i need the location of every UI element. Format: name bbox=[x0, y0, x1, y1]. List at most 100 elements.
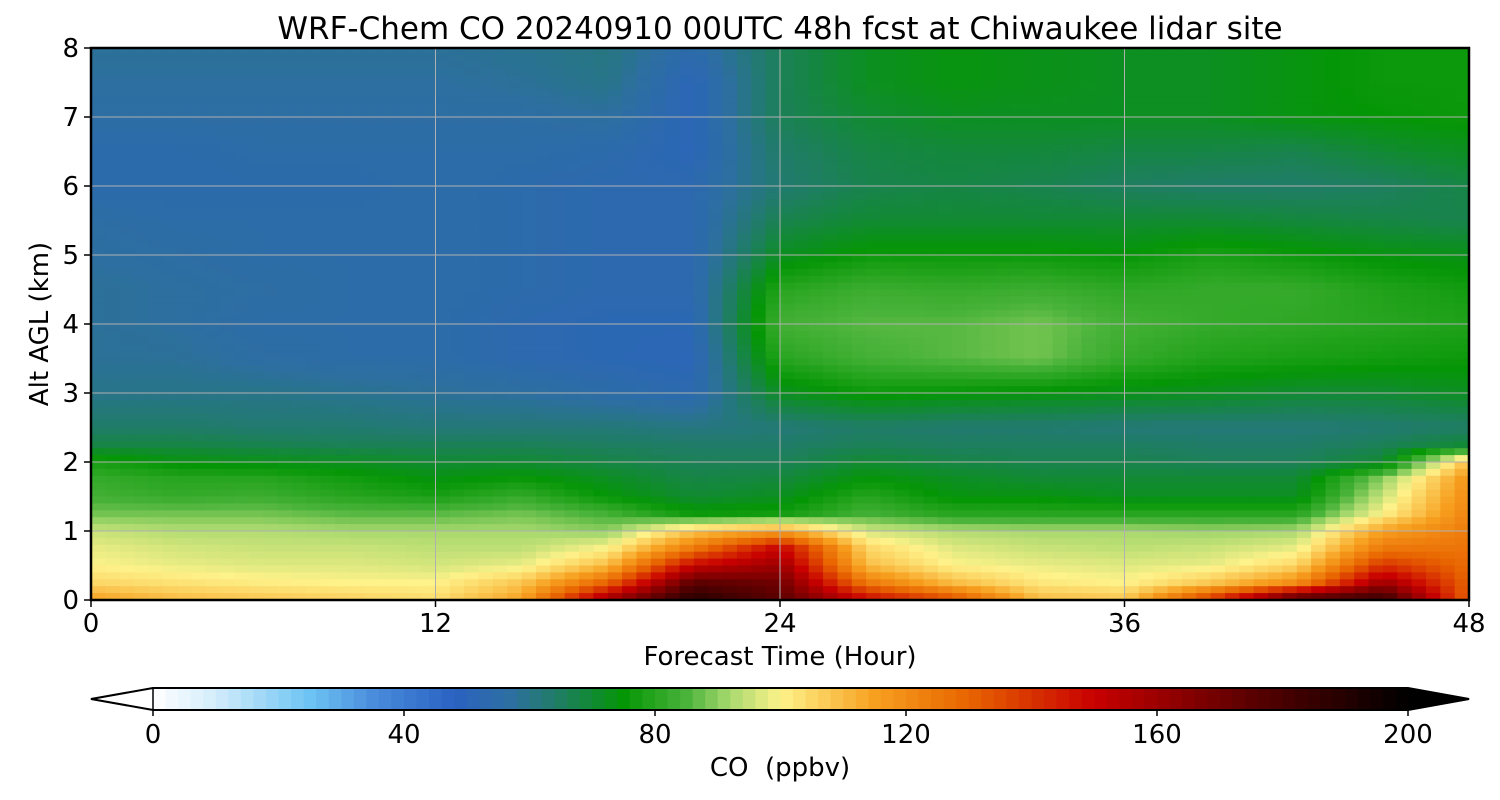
heat-cell bbox=[679, 399, 695, 408]
heat-cell bbox=[1153, 289, 1169, 297]
heat-cell bbox=[291, 151, 307, 159]
heat-cell bbox=[464, 234, 480, 242]
heat-cell bbox=[980, 241, 996, 249]
heat-cell bbox=[679, 199, 695, 208]
heat-cell bbox=[248, 158, 264, 166]
heat-cell bbox=[894, 179, 910, 187]
heat-cell bbox=[622, 337, 638, 346]
heat-cell bbox=[780, 130, 795, 139]
heat-cell bbox=[507, 241, 523, 249]
heat-cell bbox=[823, 268, 839, 277]
heat-cell bbox=[909, 110, 925, 118]
heat-cell bbox=[191, 337, 207, 346]
heat-cell bbox=[1239, 275, 1255, 284]
heat-cell bbox=[1239, 303, 1255, 311]
heat-cell bbox=[1224, 330, 1240, 339]
heat-cell bbox=[550, 399, 566, 408]
heat-cell bbox=[952, 158, 968, 166]
heat-cell bbox=[708, 386, 724, 394]
heat-cell bbox=[622, 317, 638, 325]
heat-cell bbox=[1425, 261, 1441, 270]
heat-cell bbox=[1095, 351, 1111, 360]
heat-cell bbox=[177, 89, 193, 97]
heat-cell bbox=[1124, 89, 1140, 97]
heat-cell bbox=[1052, 289, 1068, 297]
heat-cell bbox=[119, 275, 135, 284]
heat-cell bbox=[665, 151, 681, 159]
heat-cell bbox=[91, 158, 106, 166]
heat-cell bbox=[1095, 282, 1111, 291]
heat-cell bbox=[851, 365, 867, 373]
heat-cell bbox=[277, 386, 293, 394]
heat-cell bbox=[894, 110, 910, 118]
heat-cell bbox=[105, 220, 121, 228]
heat-cell bbox=[277, 351, 293, 360]
heat-cell bbox=[1311, 68, 1327, 77]
heat-cell bbox=[1067, 296, 1083, 304]
heat-cell bbox=[1382, 199, 1398, 208]
heat-cell bbox=[119, 96, 135, 104]
heat-cell bbox=[650, 199, 666, 208]
heat-cell bbox=[148, 75, 164, 84]
heat-cell bbox=[1440, 130, 1456, 139]
heat-cell bbox=[1009, 117, 1025, 125]
heat-cell bbox=[823, 227, 839, 235]
heat-cell bbox=[1454, 165, 1469, 173]
heat-cell bbox=[119, 68, 135, 77]
heat-cell bbox=[119, 130, 135, 139]
heat-cell bbox=[291, 158, 307, 166]
heat-cell bbox=[1268, 48, 1283, 56]
heat-cell bbox=[1095, 227, 1111, 235]
heat-cell bbox=[435, 96, 451, 104]
heat-cell bbox=[794, 289, 810, 297]
heat-cell bbox=[1124, 255, 1140, 263]
heat-cell bbox=[492, 317, 508, 325]
heat-cell bbox=[1397, 75, 1413, 84]
heat-cell bbox=[492, 89, 508, 97]
heat-cell bbox=[392, 372, 408, 380]
heat-cell bbox=[1382, 68, 1398, 77]
heat-cell bbox=[1124, 123, 1140, 132]
heat-cell bbox=[1311, 137, 1327, 146]
heat-cell bbox=[134, 130, 150, 139]
heat-cell bbox=[909, 179, 925, 187]
heat-cell bbox=[1110, 234, 1126, 242]
heat-cell bbox=[1038, 372, 1054, 380]
heat-cell bbox=[1239, 344, 1255, 353]
heat-cell bbox=[91, 289, 106, 297]
heat-cell bbox=[1311, 61, 1327, 70]
heat-cell bbox=[736, 48, 752, 56]
heat-cell bbox=[291, 351, 307, 360]
heat-cell bbox=[736, 137, 752, 146]
heat-cell bbox=[1411, 268, 1427, 277]
heat-cell bbox=[277, 54, 293, 63]
heat-cell bbox=[435, 213, 451, 222]
heat-cell bbox=[1138, 68, 1154, 77]
heat-cell bbox=[952, 386, 968, 394]
heat-cell bbox=[406, 386, 422, 394]
heat-cell bbox=[1339, 324, 1355, 332]
heat-cell bbox=[406, 296, 422, 304]
heat-cell bbox=[1282, 358, 1298, 366]
heat-cell bbox=[263, 220, 279, 228]
heat-cell bbox=[607, 61, 623, 70]
heat-cell bbox=[234, 275, 250, 284]
heat-cell bbox=[1138, 268, 1154, 277]
heat-cell bbox=[263, 289, 279, 297]
heat-cell bbox=[435, 54, 451, 63]
heat-cell bbox=[1024, 255, 1039, 263]
heat-cell bbox=[1454, 82, 1469, 90]
heat-cell bbox=[1354, 365, 1370, 373]
heat-cell bbox=[866, 192, 882, 201]
heat-cell bbox=[492, 379, 508, 387]
heat-cell bbox=[1382, 372, 1398, 380]
heat-cell bbox=[1253, 186, 1269, 194]
heat-cell bbox=[220, 220, 236, 228]
heat-cell bbox=[1038, 206, 1054, 215]
heat-cell bbox=[91, 282, 106, 291]
heat-cell bbox=[1440, 296, 1456, 304]
heat-cell bbox=[751, 337, 767, 346]
heat-cell bbox=[751, 186, 767, 194]
heat-cell bbox=[335, 137, 350, 146]
heat-cell bbox=[1067, 344, 1083, 353]
